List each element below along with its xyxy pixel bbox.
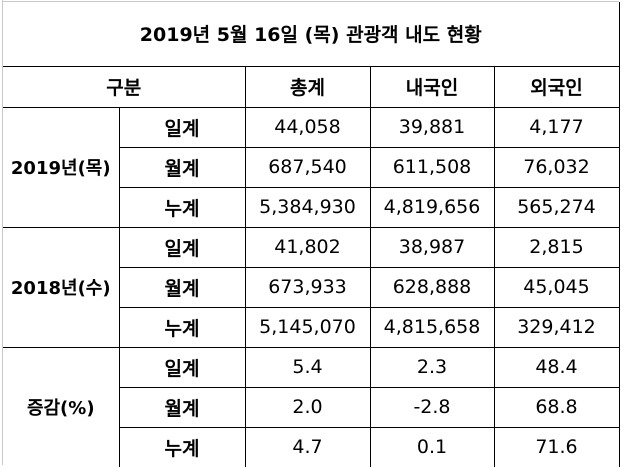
- sheet-gridline-left: [2, 0, 3, 465]
- table-row: 누계 5,145,070 4,815,658 329,412: [3, 306, 620, 348]
- cell-total[interactable]: 44,058: [244, 106, 371, 148]
- row-label-daily[interactable]: 일계: [118, 346, 246, 388]
- table-row: 월계 2.0 -2.8 68.8: [3, 386, 620, 428]
- cell-domestic[interactable]: 4,815,658: [369, 306, 495, 348]
- tourist-arrivals-table: 2019년 5월 16일 (목) 관광객 내도 현황 구분 총계 내국인 외국인…: [3, 2, 620, 467]
- table-row: 월계 687,540 611,508 76,032: [3, 146, 620, 188]
- table-row: 2018년(수) 일계 41,802 38,987 2,815: [3, 226, 620, 348]
- cell-total[interactable]: 687,540: [244, 146, 371, 188]
- table-row: 월계 673,933 628,888 45,045: [3, 266, 620, 308]
- table-title[interactable]: 2019년 5월 16일 (목) 관광객 내도 현황: [3, 2, 620, 67]
- cell-total[interactable]: 2.0: [244, 386, 371, 428]
- cell-total[interactable]: 5,145,070: [244, 306, 371, 348]
- header-domestic[interactable]: 내국인: [369, 65, 495, 108]
- row-label-daily[interactable]: 일계: [118, 226, 246, 268]
- sheet-gridline-top: [2, 1, 619, 2]
- cell-domestic[interactable]: 39,881: [369, 106, 495, 148]
- group-label-2018[interactable]: 2018년(수): [3, 226, 120, 348]
- table-row: 누계 5,384,930 4,819,656 565,274: [3, 186, 620, 228]
- cell-total[interactable]: 5.4: [244, 346, 371, 388]
- table-row: 증감(%) 일계 5.4 2.3 48.4: [3, 346, 620, 467]
- row-label-monthly[interactable]: 월계: [118, 386, 246, 428]
- row-label-monthly[interactable]: 월계: [118, 266, 246, 308]
- cell-total[interactable]: 5,384,930: [244, 186, 371, 228]
- cell-domestic[interactable]: 4,819,656: [369, 186, 495, 228]
- cell-domestic[interactable]: 0.1: [369, 426, 495, 467]
- row-label-monthly[interactable]: 월계: [118, 146, 246, 188]
- cell-foreign[interactable]: 45,045: [493, 266, 620, 308]
- cell-domestic[interactable]: -2.8: [369, 386, 495, 428]
- cell-foreign[interactable]: 76,032: [493, 146, 620, 188]
- table-row: 누계 4.7 0.1 71.6: [3, 426, 620, 467]
- cell-total[interactable]: 4.7: [244, 426, 371, 467]
- cell-total[interactable]: 41,802: [244, 226, 371, 268]
- cell-foreign[interactable]: 68.8: [493, 386, 620, 428]
- cell-foreign[interactable]: 71.6: [493, 426, 620, 467]
- table-row: 2019년(목) 일계 44,058 39,881 4,177: [3, 106, 620, 228]
- cell-domestic[interactable]: 2.3: [369, 346, 495, 388]
- cell-domestic[interactable]: 611,508: [369, 146, 495, 188]
- row-label-cumulative[interactable]: 누계: [118, 426, 246, 467]
- cell-foreign[interactable]: 4,177: [493, 106, 620, 148]
- cell-foreign[interactable]: 329,412: [493, 306, 620, 348]
- group-label-change[interactable]: 증감(%): [3, 346, 120, 467]
- group-label-2019[interactable]: 2019년(목): [3, 106, 120, 228]
- header-foreign[interactable]: 외국인: [493, 65, 620, 108]
- cell-foreign[interactable]: 565,274: [493, 186, 620, 228]
- row-label-cumulative[interactable]: 누계: [118, 186, 246, 228]
- cell-domestic[interactable]: 38,987: [369, 226, 495, 268]
- cell-total[interactable]: 673,933: [244, 266, 371, 308]
- header-category[interactable]: 구분: [3, 65, 246, 108]
- cell-foreign[interactable]: 2,815: [493, 226, 620, 268]
- row-label-daily[interactable]: 일계: [118, 106, 246, 148]
- cell-foreign[interactable]: 48.4: [493, 346, 620, 388]
- cell-domestic[interactable]: 628,888: [369, 266, 495, 308]
- row-label-cumulative[interactable]: 누계: [118, 306, 246, 348]
- header-total[interactable]: 총계: [244, 65, 371, 108]
